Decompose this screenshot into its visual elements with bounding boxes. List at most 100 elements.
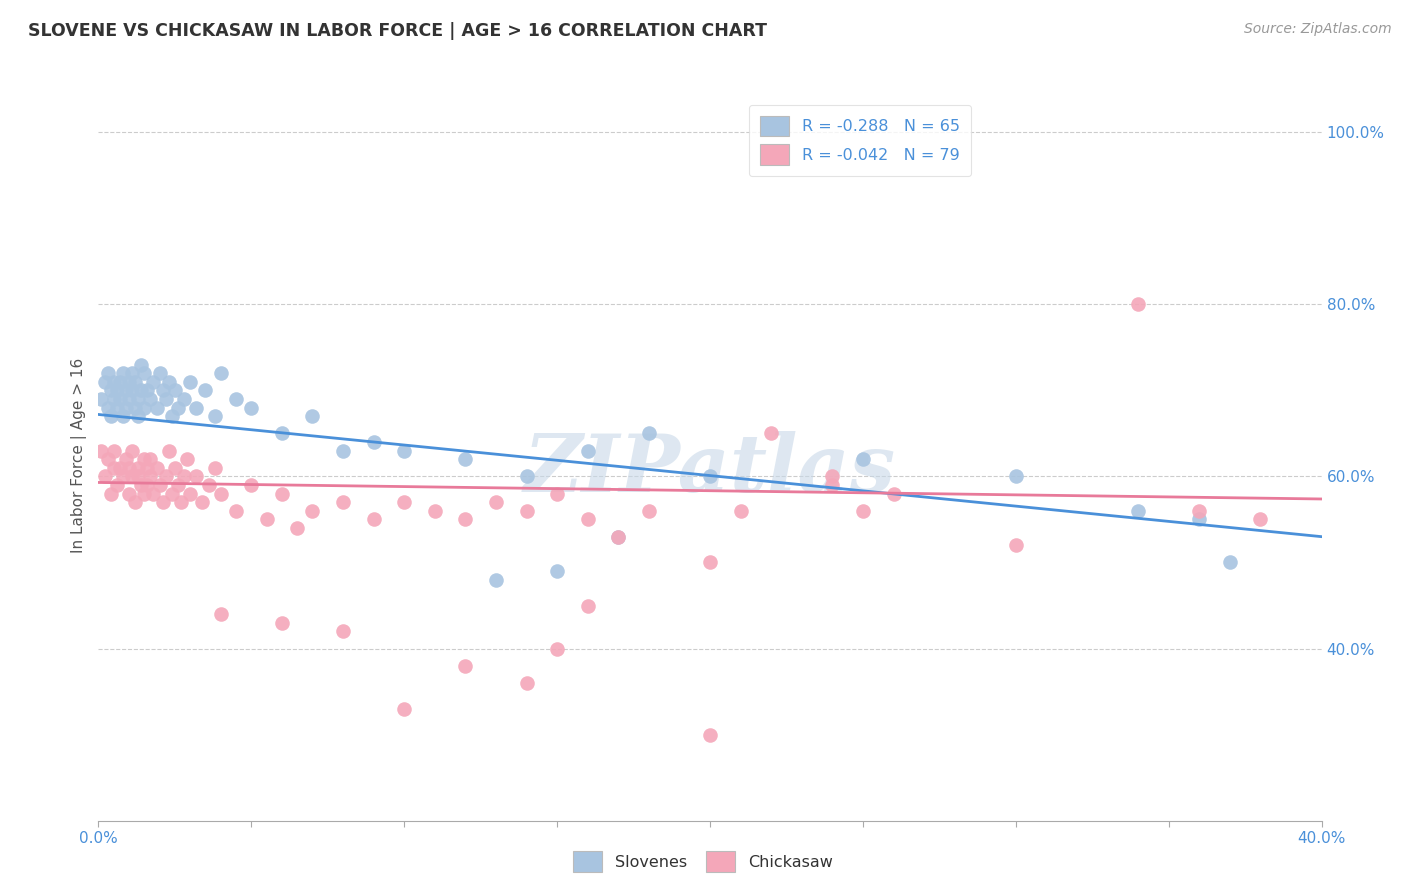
Point [699, 556, 721, 570]
Point [332, 624, 354, 639]
Point [1188, 504, 1211, 518]
Point [155, 392, 177, 406]
Point [93, 469, 115, 483]
Point [115, 452, 138, 467]
Point [118, 375, 141, 389]
Point [121, 366, 143, 380]
Point [699, 728, 721, 742]
Point [163, 460, 186, 475]
Point [186, 469, 208, 483]
Point [105, 401, 128, 415]
Point [103, 392, 125, 406]
Point [157, 443, 180, 458]
Point [256, 512, 278, 526]
Point [136, 478, 159, 492]
Point [240, 401, 263, 415]
Point [121, 443, 143, 458]
Point [576, 599, 599, 613]
Point [167, 401, 190, 415]
Point [124, 495, 146, 509]
Point [852, 504, 875, 518]
Point [134, 452, 156, 467]
Point [173, 469, 195, 483]
Point [392, 702, 416, 716]
Point [821, 469, 844, 483]
Point [118, 460, 141, 475]
Point [1188, 512, 1211, 526]
Point [454, 658, 477, 673]
Point [225, 504, 247, 518]
Point [100, 384, 122, 398]
Point [136, 460, 159, 475]
Point [1249, 512, 1271, 526]
Point [821, 478, 844, 492]
Point [90, 443, 112, 458]
Point [157, 375, 180, 389]
Point [516, 504, 538, 518]
Point [127, 409, 149, 424]
Point [152, 495, 174, 509]
Point [516, 469, 538, 483]
Point [100, 486, 122, 500]
Point [270, 615, 292, 630]
Point [546, 564, 568, 578]
Point [142, 486, 165, 500]
Point [852, 452, 875, 467]
Point [105, 384, 128, 398]
Point [100, 409, 122, 424]
Point [118, 392, 141, 406]
Point [108, 460, 131, 475]
Point [485, 495, 508, 509]
Point [454, 512, 477, 526]
Point [204, 409, 226, 424]
Point [127, 469, 149, 483]
Point [115, 384, 138, 398]
Point [103, 460, 125, 475]
Point [285, 521, 308, 535]
Point [1128, 504, 1150, 518]
Point [332, 443, 354, 458]
Point [160, 409, 183, 424]
Point [576, 512, 599, 526]
Point [176, 452, 198, 467]
Point [124, 375, 146, 389]
Point [127, 460, 149, 475]
Text: Source: ZipAtlas.com: Source: ZipAtlas.com [1244, 22, 1392, 37]
Point [363, 512, 385, 526]
Point [129, 478, 152, 492]
Point [103, 375, 125, 389]
Point [170, 495, 193, 509]
Text: ZIPatlas: ZIPatlas [524, 431, 896, 508]
Point [105, 478, 128, 492]
Point [637, 504, 661, 518]
Point [576, 443, 599, 458]
Point [197, 478, 219, 492]
Point [134, 401, 156, 415]
Point [139, 392, 162, 406]
Point [194, 384, 217, 398]
Point [90, 392, 112, 406]
Point [270, 486, 292, 500]
Point [454, 452, 477, 467]
Point [516, 676, 538, 690]
Point [332, 495, 354, 509]
Point [270, 426, 292, 441]
Point [163, 384, 186, 398]
Point [93, 375, 115, 389]
Point [1128, 297, 1150, 311]
Point [883, 486, 905, 500]
Point [392, 443, 416, 458]
Point [204, 460, 226, 475]
Point [149, 478, 172, 492]
Point [134, 486, 156, 500]
Point [1219, 556, 1241, 570]
Point [118, 486, 141, 500]
Point [240, 478, 263, 492]
Legend: Slovenes, Chickasaw: Slovenes, Chickasaw [565, 843, 841, 880]
Point [152, 384, 174, 398]
Point [209, 486, 232, 500]
Point [225, 392, 247, 406]
Point [139, 452, 162, 467]
Point [730, 504, 752, 518]
Point [127, 392, 149, 406]
